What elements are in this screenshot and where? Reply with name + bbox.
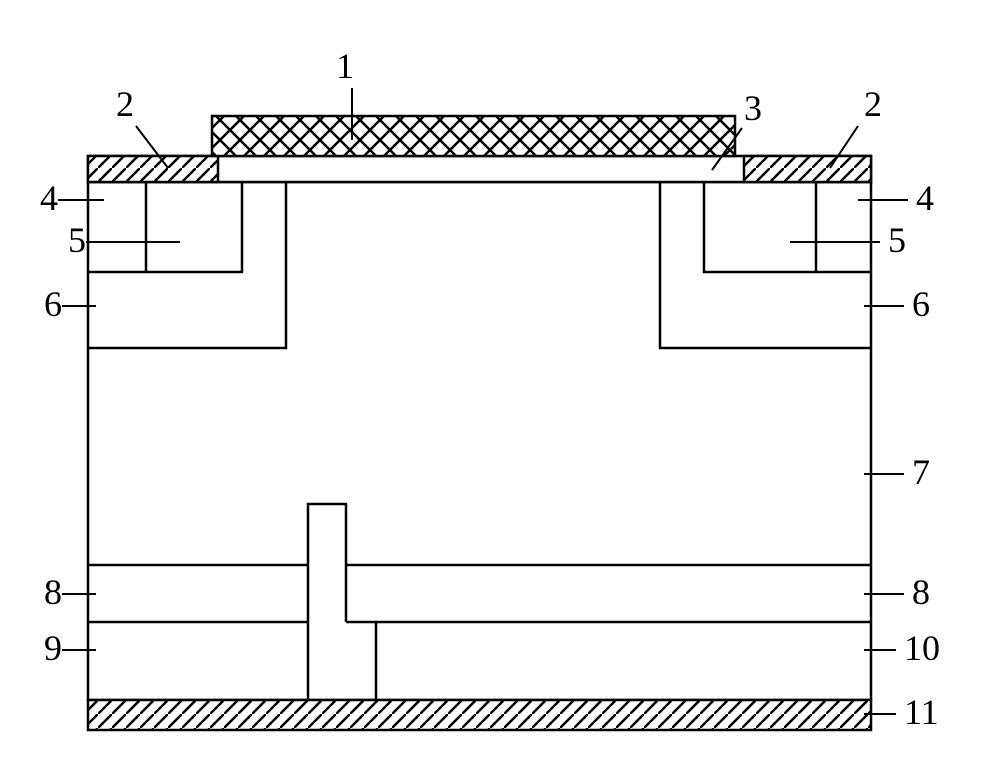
label-10: 10 [904, 628, 940, 668]
inner-well-left [88, 182, 242, 272]
well-left [88, 182, 286, 348]
label-6: 6 [912, 284, 930, 324]
top-electrode [212, 116, 735, 156]
label-8: 8 [44, 572, 62, 612]
well-right [660, 182, 871, 348]
label-7: 7 [912, 452, 930, 492]
label-2: 2 [864, 84, 882, 124]
label-5: 5 [888, 220, 906, 260]
label-4: 4 [916, 178, 934, 218]
label-3: 3 [744, 88, 762, 128]
label-2: 2 [116, 84, 134, 124]
anode-metal-left [88, 156, 218, 182]
anode-metal-right [744, 156, 871, 182]
label-5: 5 [68, 220, 86, 260]
center-post [308, 504, 346, 565]
label-11: 11 [904, 692, 939, 732]
label-8: 8 [912, 572, 930, 612]
label-1: 1 [336, 46, 354, 86]
label-6: 6 [44, 284, 62, 324]
inner-well-right [704, 182, 871, 272]
diagram-svg: 122344556678891011 [0, 0, 996, 769]
label-4: 4 [40, 178, 58, 218]
label-9: 9 [44, 628, 62, 668]
bottom-metal [88, 700, 871, 730]
